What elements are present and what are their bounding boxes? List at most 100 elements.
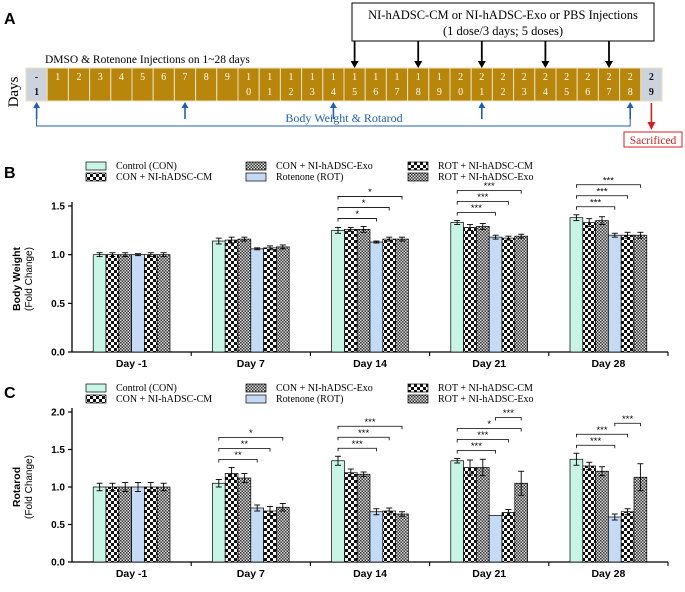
significance-bracket	[337, 196, 403, 200]
bar	[276, 506, 290, 563]
significance-label: ***	[352, 439, 363, 450]
day-number-bottom: 0	[246, 87, 251, 98]
day-number-bottom: 9	[649, 87, 654, 98]
day-number-bottom: 3	[310, 87, 315, 98]
bar	[263, 247, 277, 353]
day-number: 3	[98, 72, 103, 83]
significance-bracket	[456, 201, 509, 205]
day-number-bottom: 1	[34, 87, 39, 98]
day-boxes: -11 2 3 4 5 6 7 8 9 10111213141516171819202122232…	[25, 67, 663, 102]
day-number: 2	[77, 72, 82, 83]
y-axis-sublabel: (Fold Change)	[24, 247, 35, 311]
day-number-top: 1	[437, 72, 442, 83]
legend-label: Rotenone (ROT)	[276, 394, 344, 405]
significance-bracket	[456, 439, 509, 443]
bar	[212, 482, 226, 563]
legend-swatch	[245, 161, 267, 171]
bar	[608, 516, 622, 563]
y-tick-label: 0.5	[51, 299, 65, 310]
bar	[224, 239, 239, 353]
bar	[633, 234, 648, 353]
y-axis-label: Rotarod	[11, 467, 23, 507]
day-number-top: 2	[522, 72, 527, 83]
y-tick-label: 0.0	[51, 558, 65, 569]
legend-label: Rotenone (ROT)	[276, 172, 344, 183]
bar	[595, 220, 609, 353]
legend-label: CON + NI-hADSC-CM	[116, 172, 212, 183]
bar	[582, 465, 596, 563]
significance-bracket	[576, 184, 641, 188]
bar	[250, 507, 264, 563]
day-number: 6	[161, 72, 166, 83]
day-number-bottom: 9	[437, 87, 442, 98]
day-number-bottom: 4	[543, 87, 548, 98]
legend-label: Control (CON)	[116, 161, 177, 172]
day-number-bottom: 8	[628, 87, 633, 98]
significance-label: **	[234, 450, 242, 461]
bar	[224, 473, 239, 563]
day-number-top: 1	[373, 72, 378, 83]
bar	[382, 510, 396, 563]
days-label: Days	[6, 76, 22, 107]
y-tick-label: 0.5	[51, 520, 65, 531]
significance-label: *	[362, 198, 366, 209]
day-number-bottom: 1	[479, 87, 484, 98]
significance-label: *	[368, 187, 372, 198]
significance-label: ***	[364, 417, 375, 428]
day-number-bottom: 4	[331, 87, 336, 98]
day-number-top: 2	[585, 72, 590, 83]
significance-label: ***	[358, 428, 369, 439]
day-number-top: 2	[607, 72, 612, 83]
legend-swatch	[407, 394, 429, 404]
day-number: 5	[140, 72, 145, 83]
panel-label-c: C	[4, 385, 16, 402]
legend-swatch	[407, 383, 429, 393]
body-weight-chart: B Control (CON)CON + NI-hADSC-CM CON + NI…	[4, 161, 669, 370]
day-number-bottom: 6	[373, 87, 378, 98]
y-axis-label: Body Weight	[11, 247, 23, 311]
dmso-label: DMSO & Rotenone Injections on 1~28 days	[45, 54, 250, 66]
legend-swatch	[407, 161, 429, 171]
significance-label: ***	[596, 186, 607, 197]
day-number-top: 1	[310, 72, 315, 83]
day-number-bottom: 0	[458, 87, 463, 98]
bar	[105, 254, 120, 353]
significance-bracket	[456, 212, 496, 216]
bar	[356, 473, 371, 563]
bar	[263, 510, 277, 563]
bar	[131, 486, 145, 563]
legend-label: CON + NI-hADSC-Exo	[276, 383, 373, 394]
day-number-bottom: 7	[607, 87, 612, 98]
significance-bracket	[337, 436, 390, 441]
legend-label: CON + NI-hADSC-CM	[116, 394, 212, 405]
bar	[488, 515, 503, 563]
day-number-bottom: 5	[564, 87, 569, 98]
significance-bracket	[576, 206, 616, 210]
bar	[356, 229, 371, 353]
bar	[344, 229, 358, 353]
x-category-label: Day 21	[472, 568, 506, 580]
significance-bracket	[337, 447, 377, 452]
x-category-label: Day -1	[116, 568, 148, 580]
significance-label: ***	[590, 197, 601, 208]
sacrifice-arrow-head	[647, 122, 656, 130]
day-number-top: 1	[395, 72, 400, 83]
bars-c: 0.0 0.5 1.0 1.5 2.0 Rotarod (Fold Change) Day -…	[11, 408, 669, 580]
significance-label: *	[249, 428, 253, 439]
day-number-top: -	[35, 72, 38, 83]
bar	[118, 486, 132, 563]
bar	[514, 235, 528, 353]
x-category-label: Day 28	[591, 568, 625, 580]
significance-label: ***	[477, 430, 488, 441]
bar	[92, 486, 107, 563]
sacrificed-box	[623, 131, 683, 148]
bar	[463, 467, 477, 563]
y-tick-label: 1.0	[51, 250, 65, 261]
legend-label: CON + NI-hADSC-Exo	[276, 161, 373, 172]
bar	[276, 246, 290, 353]
day-number: 4	[119, 72, 124, 83]
bar	[131, 254, 145, 353]
day-number-top: 1	[267, 72, 272, 83]
y-tick-label: 1.0	[51, 483, 65, 494]
bars-b: 0.0 0.5 1.0 1.5 Body Weight (Fold Change) Day …	[11, 175, 669, 370]
